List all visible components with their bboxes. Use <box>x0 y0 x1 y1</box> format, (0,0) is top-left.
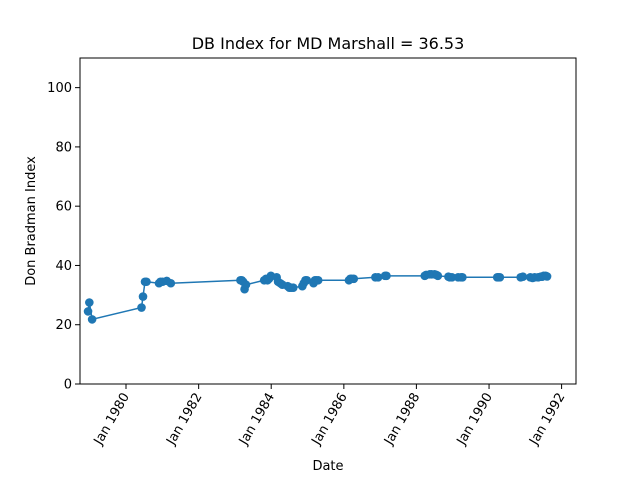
data-point <box>288 283 298 292</box>
data-point <box>542 272 552 281</box>
y-tick-label: 0 <box>64 378 72 393</box>
data-point <box>382 271 391 281</box>
data-point <box>83 307 93 316</box>
data-point <box>373 273 383 282</box>
y-axis: 0 20 40 60 80 100 <box>47 81 80 393</box>
data-point <box>87 315 97 324</box>
y-tick-label: 60 <box>55 200 72 215</box>
data-point <box>447 273 457 282</box>
plot-area-frame <box>79 57 577 385</box>
data-point <box>495 273 505 282</box>
data-point <box>313 275 323 285</box>
series-layer <box>83 270 552 324</box>
y-tick-label: 20 <box>55 318 72 333</box>
data-point <box>241 280 251 290</box>
y-axis-label: Don Bradman Index <box>24 156 39 286</box>
y-tick-label: 100 <box>47 81 72 96</box>
data-point <box>302 275 312 285</box>
data-point <box>433 271 443 281</box>
y-tick-label: 40 <box>55 259 72 274</box>
x-axis-label: Date <box>312 459 343 474</box>
data-point <box>137 303 146 312</box>
chart-title: DB Index for MD Marshall = 36.53 <box>192 34 465 53</box>
data-point <box>142 277 151 287</box>
data-point <box>458 273 467 282</box>
data-point <box>166 278 176 288</box>
data-point <box>85 298 94 307</box>
data-point <box>138 292 148 301</box>
data-point <box>349 274 359 284</box>
data-point <box>518 272 528 282</box>
y-tick-label: 80 <box>55 140 72 155</box>
